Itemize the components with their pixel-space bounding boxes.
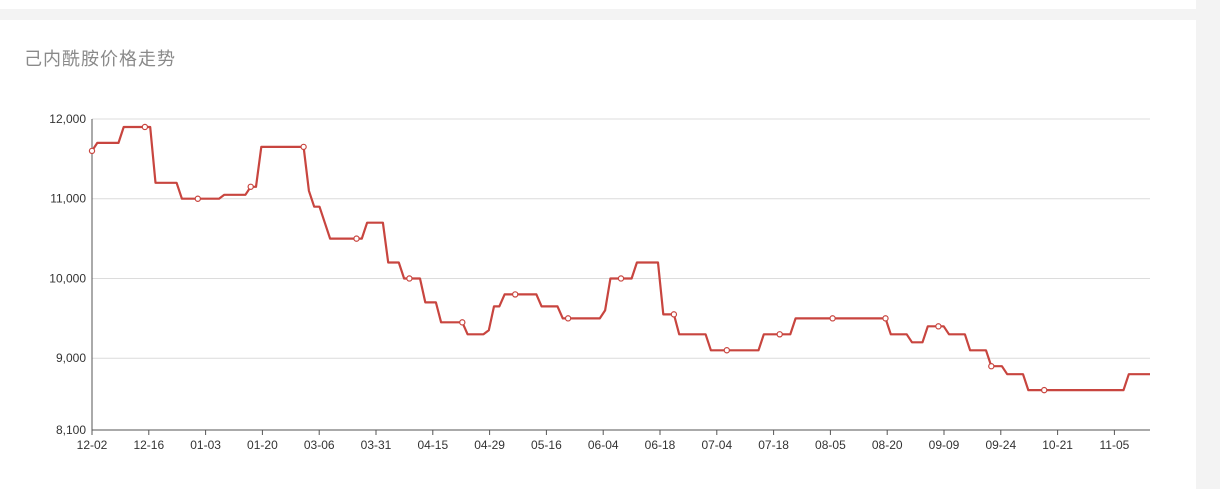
data-point: [988, 363, 995, 370]
data-point: [247, 183, 254, 190]
x-tick-label: 07-04: [701, 438, 732, 452]
data-point: [194, 195, 201, 202]
x-tick-label: 01-20: [247, 438, 278, 452]
x-tick-label: 07-18: [758, 438, 789, 452]
top-strip: [0, 0, 1196, 9]
x-tick-label: 01-03: [190, 438, 221, 452]
x-tick-label: 06-18: [645, 438, 676, 452]
x-tick-label: 04-29: [474, 438, 505, 452]
data-point: [1040, 386, 1048, 394]
chart-card: 己内酰胺价格走势: [0, 20, 1196, 489]
x-tick-label: 08-20: [872, 438, 903, 452]
data-point: [564, 315, 572, 322]
data-point: [406, 275, 413, 282]
y-tick-label: 12,000: [49, 112, 86, 126]
y-tick-label: 9,000: [56, 351, 86, 365]
x-tick-label: 05-16: [531, 438, 562, 452]
data-point: [829, 315, 836, 322]
chart-title: 己内酰胺价格走势: [24, 49, 176, 70]
data-point: [141, 123, 149, 131]
x-tick-label: 12-16: [133, 438, 164, 452]
x-tick-label: 08-05: [815, 438, 846, 452]
x-tick-label: 09-24: [985, 438, 1016, 452]
x-tick-label: 12-02: [77, 438, 108, 452]
x-tick-label: 09-09: [929, 438, 960, 452]
data-point: [935, 323, 942, 330]
x-tick-label: 03-06: [304, 438, 335, 452]
data-point: [459, 319, 466, 326]
y-tick-label: 10,000: [49, 271, 86, 285]
data-point: [882, 315, 889, 322]
y-tick-label: 11,000: [50, 192, 86, 206]
series-line: [91, 125, 1150, 392]
data-point: [353, 235, 360, 242]
x-tick-label: 06-04: [588, 438, 619, 452]
x-tick-label: 11-05: [1099, 438, 1129, 452]
y-tick-label: 8,100: [56, 423, 86, 437]
data-point: [617, 275, 625, 282]
data-point: [300, 143, 307, 151]
data-point: [776, 331, 783, 338]
data-point: [670, 311, 678, 318]
data-point: [723, 347, 731, 354]
x-tick-label: 04-15: [417, 438, 448, 452]
data-point: [512, 291, 519, 298]
x-tick-label: 10-21: [1042, 438, 1073, 452]
data-point: [88, 147, 96, 155]
x-tick-label: 03-31: [361, 438, 392, 452]
